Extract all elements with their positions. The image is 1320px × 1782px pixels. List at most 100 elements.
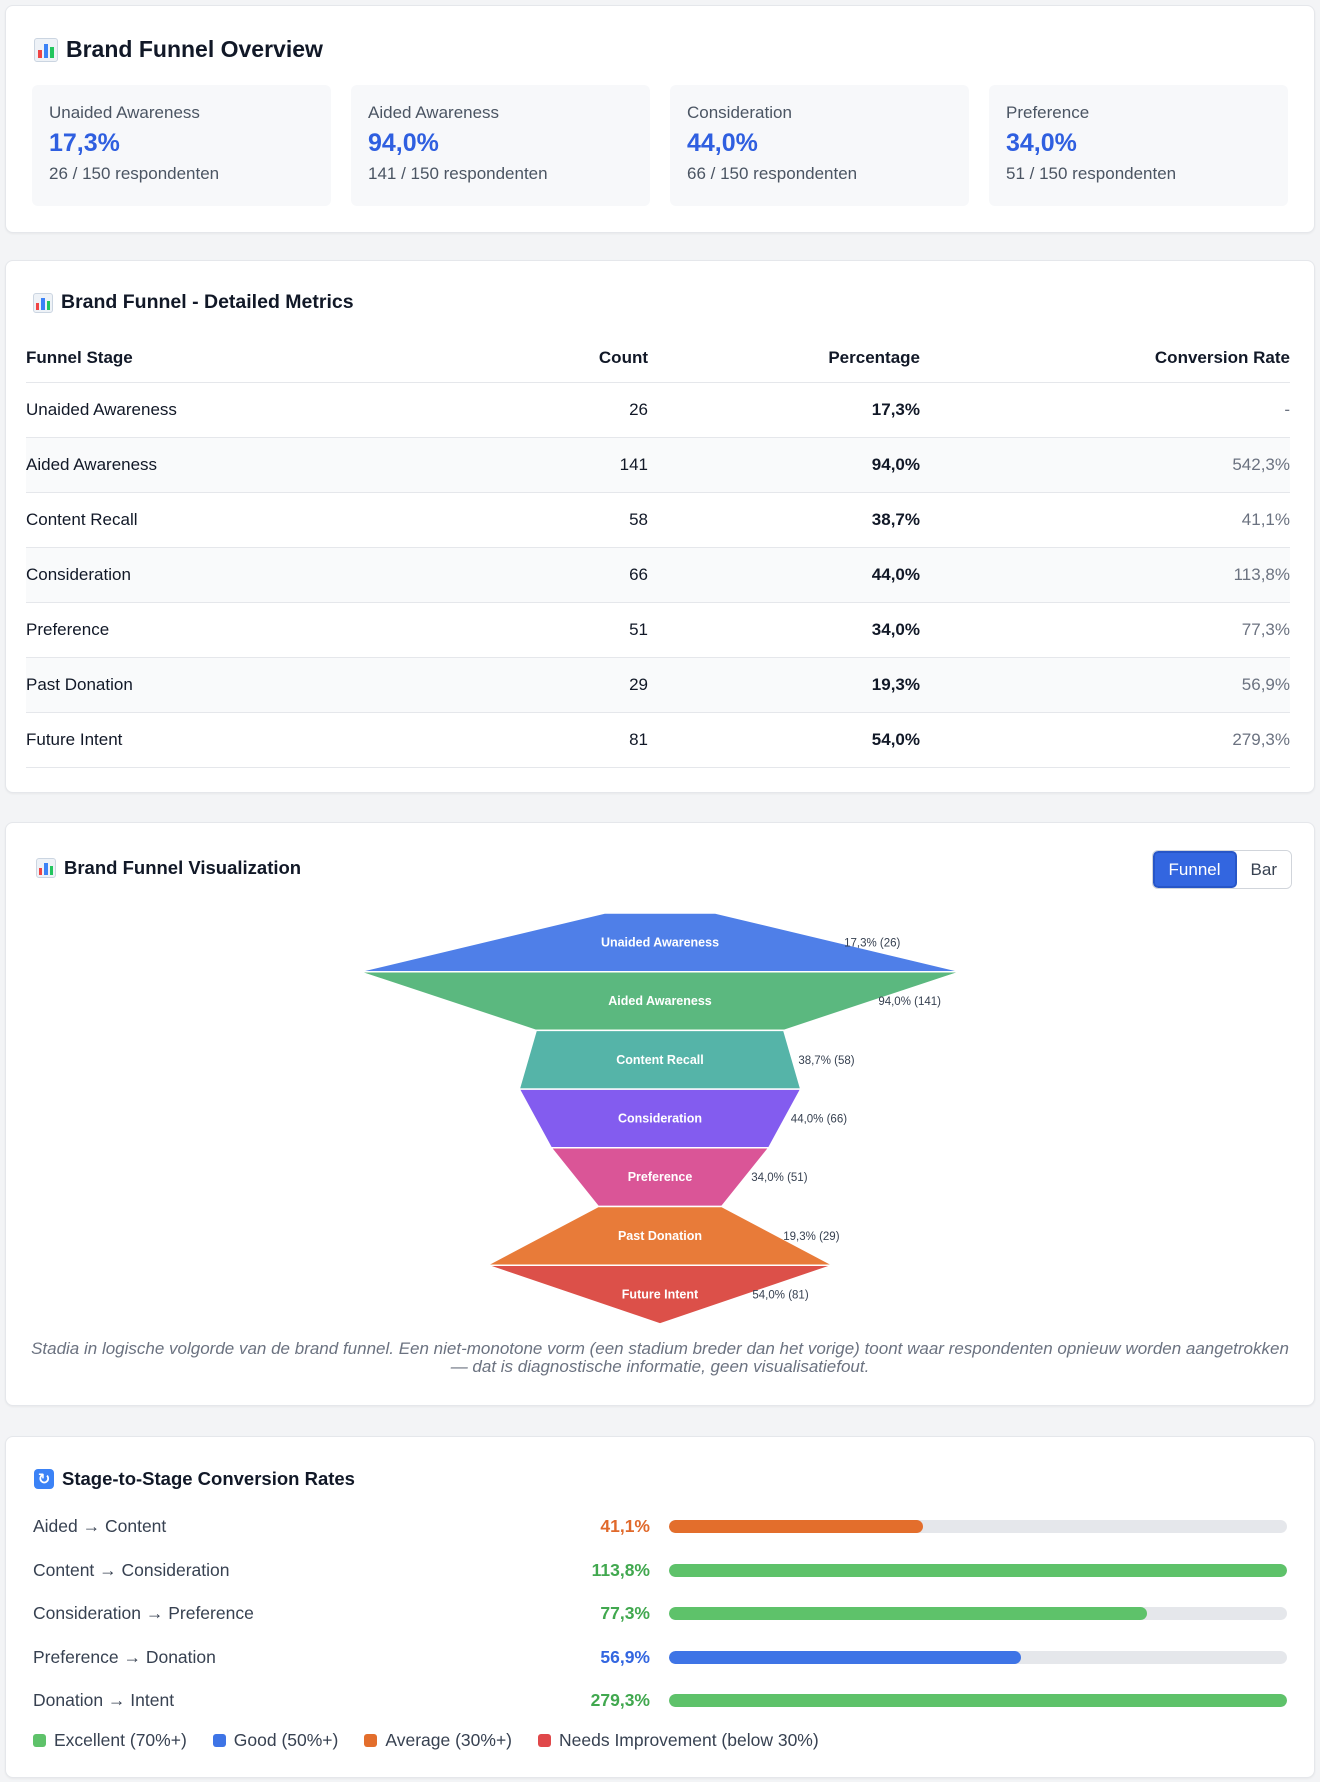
kpi-sub: 26 / 150 respondenten	[49, 164, 220, 183]
legend-item-good: Good (50%+)	[212, 1730, 339, 1751]
legend-swatch	[33, 1734, 46, 1747]
cell-percentage: 44,0%	[648, 547, 920, 603]
cell-stage: Aided Awareness	[26, 437, 356, 493]
overview-title-text: Brand Funnel Overview	[66, 36, 323, 62]
legend-item-needs-improvement: Needs Improvement (below 30%)	[538, 1730, 819, 1751]
cell-conversion: 77,3%	[920, 602, 1290, 658]
kpi-label: Preference	[1006, 103, 1090, 122]
table-row: Consideration 66 44,0% 113,8%	[26, 547, 1290, 603]
bar-chart-icon	[34, 37, 58, 62]
conversion-label: Aided → Content	[33, 1516, 167, 1536]
kpi-label: Unaided Awareness	[49, 103, 200, 122]
legend-label: Excellent (70%+)	[54, 1730, 187, 1750]
cell-conversion: 542,3%	[920, 437, 1290, 493]
legend-swatch	[364, 1734, 378, 1747]
overview-title: Brand Funnel Overview	[34, 36, 323, 63]
kpi-value: 94,0%	[368, 129, 439, 157]
cell-stage: Preference	[26, 602, 356, 658]
cell-stage: Content Recall	[26, 492, 356, 548]
cell-conversion: 56,9%	[920, 657, 1290, 713]
kpi-sub: 141 / 150 respondenten	[368, 164, 548, 183]
col-header-conversion: Conversion Rate	[920, 334, 1290, 383]
funnel-toggle-button[interactable]: Funnel	[1152, 851, 1237, 888]
cell-count: 58	[356, 492, 648, 548]
cell-percentage: 17,3%	[648, 382, 920, 438]
cell-percentage: 54,0%	[648, 712, 920, 768]
legend-swatch	[538, 1734, 551, 1747]
cell-stage: Unaided Awareness	[26, 382, 356, 438]
refresh-icon: ↻	[34, 1469, 54, 1489]
legend-swatch	[212, 1734, 226, 1747]
cell-count: 51	[356, 602, 648, 658]
table-row: Past Donation 29 19,3% 56,9%	[26, 657, 1290, 713]
conversion-progress-fill	[669, 1650, 1021, 1664]
kpi-card-aided: Aided Awareness 94,0% 141 / 150 responde…	[351, 85, 650, 206]
conversion-row: Preference → Donation 56,9%	[33, 1643, 1287, 1673]
conversion-value: 113,8%	[591, 1559, 650, 1580]
conversion-label: Donation → Intent	[33, 1690, 175, 1710]
table-row: Unaided Awareness 26 17,3% -	[26, 382, 1290, 438]
conversion-row: Donation → Intent 279,3%	[33, 1686, 1287, 1716]
conversion-progress-fill	[669, 1607, 1147, 1620]
cell-conversion: -	[920, 382, 1290, 438]
conversion-row: Aided → Content 41,1%	[33, 1512, 1287, 1542]
funnel-caption: Stadia in logische volgorde van de brand…	[31, 1339, 1289, 1376]
conversion-progress-track	[669, 1694, 1287, 1707]
conversion-row: Consideration → Preference 77,3%	[33, 1599, 1287, 1629]
col-header-stage: Funnel Stage	[26, 334, 356, 383]
kpi-label: Aided Awareness	[368, 103, 500, 122]
conversion-value: 41,1%	[600, 1516, 650, 1536]
visualization-title: Brand Funnel Visualization	[36, 857, 301, 879]
cell-conversion: 279,3%	[920, 712, 1290, 768]
table-header-row: Funnel Stage Count Percentage Conversion…	[26, 334, 1290, 383]
conversion-value: 56,9%	[600, 1646, 650, 1667]
conversion-progress-track	[669, 1520, 1287, 1533]
legend-label: Needs Improvement (below 30%)	[559, 1730, 819, 1750]
metrics-table: Funnel Stage Count Percentage Conversion…	[26, 334, 1290, 768]
cell-conversion: 41,1%	[920, 492, 1290, 548]
conversion-title-text: Stage-to-Stage Conversion Rates	[62, 1468, 355, 1489]
visualization-title-text: Brand Funnel Visualization	[64, 857, 302, 878]
bar-toggle-button[interactable]: Bar	[1236, 851, 1291, 888]
kpi-value: 34,0%	[1006, 129, 1077, 157]
table-row: Future Intent 81 54,0% 279,3%	[26, 712, 1290, 768]
cell-count: 29	[356, 657, 648, 713]
cell-count: 81	[356, 712, 648, 768]
conversion-value: 279,3%	[590, 1690, 650, 1710]
cell-count: 141	[356, 437, 648, 493]
bar-chart-icon	[33, 292, 53, 313]
table-row: Preference 51 34,0% 77,3%	[26, 602, 1290, 658]
legend-item-average: Average (30%+)	[364, 1730, 512, 1751]
conversion-progress-track	[669, 1607, 1287, 1620]
legend-item-excellent: Excellent (70%+)	[33, 1730, 187, 1751]
legend-label: Average (30%+)	[385, 1730, 512, 1750]
conversion-legend: Excellent (70%+) Good (50%+) Average (30…	[33, 1730, 819, 1751]
cell-conversion: 113,8%	[920, 547, 1290, 603]
metrics-title: Brand Funnel - Detailed Metrics	[33, 291, 354, 314]
cell-percentage: 34,0%	[648, 602, 920, 658]
conversion-label: Preference → Donation	[33, 1646, 216, 1667]
bar-chart-icon	[36, 858, 56, 878]
cell-percentage: 94,0%	[648, 437, 920, 493]
legend-label: Good (50%+)	[233, 1730, 339, 1750]
kpi-card-unaided: Unaided Awareness 17,3% 26 / 150 respond…	[32, 85, 331, 206]
cell-stage: Past Donation	[26, 657, 356, 713]
chart-type-toggle: Funnel Bar	[1151, 850, 1292, 889]
kpi-label: Consideration	[687, 103, 792, 122]
conversion-progress-track	[669, 1563, 1287, 1577]
conversion-progress-fill	[669, 1563, 1287, 1577]
conversion-label: Content → Consideration	[33, 1559, 230, 1580]
cell-percentage: 19,3%	[648, 657, 920, 713]
cell-count: 26	[356, 382, 648, 438]
conversion-label: Consideration → Preference	[33, 1603, 254, 1623]
table-row: Aided Awareness 141 94,0% 542,3%	[26, 437, 1290, 493]
cell-stage: Future Intent	[26, 712, 356, 768]
col-header-count: Count	[356, 334, 648, 383]
conversion-value: 77,3%	[600, 1603, 650, 1623]
conversion-progress-track	[669, 1650, 1287, 1664]
visualization-card: Brand Funnel Visualization	[5, 822, 1315, 1406]
table-row: Content Recall 58 38,7% 41,1%	[26, 492, 1290, 548]
conversion-title: ↻ Stage-to-Stage Conversion Rates	[34, 1468, 355, 1490]
cell-stage: Consideration	[26, 547, 356, 603]
metrics-title-text: Brand Funnel - Detailed Metrics	[61, 291, 354, 313]
